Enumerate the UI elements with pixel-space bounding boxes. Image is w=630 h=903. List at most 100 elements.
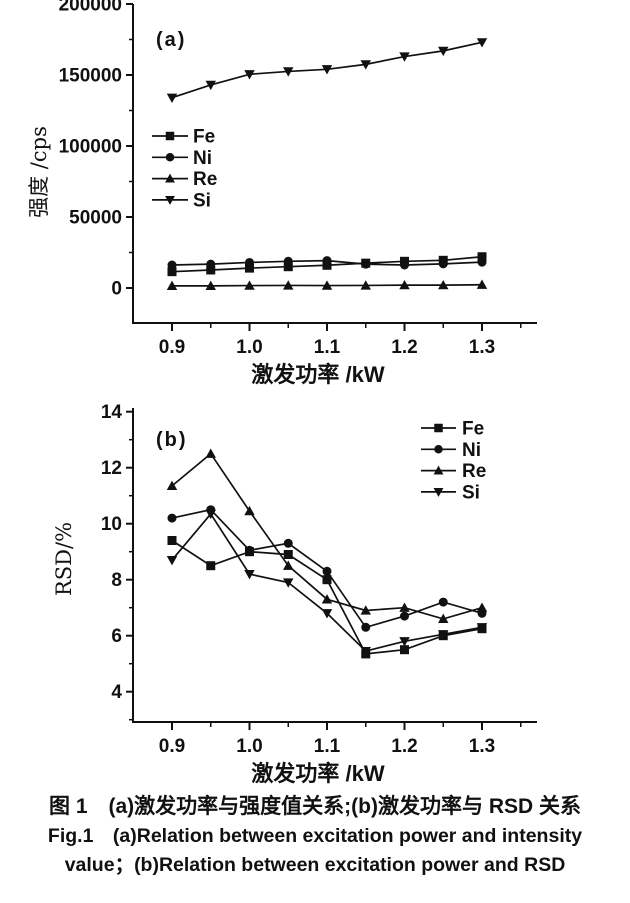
series-Re-marker-a [205, 280, 216, 291]
series-Re-marker-b [244, 505, 255, 516]
series-Si-marker-a [205, 80, 216, 91]
series-Ni-marker-a [167, 260, 177, 270]
ytick-label-a-50000: 50000 [69, 208, 122, 229]
legend-marker-b-Ni [434, 445, 443, 454]
legend-label-a-Fe: Fe [193, 127, 215, 148]
series-Ni-marker-b [361, 622, 371, 632]
series-Re-marker-b [166, 480, 178, 491]
y-axis-label-a: 强度 /cps [27, 126, 51, 218]
series-Fe-marker-a [283, 262, 293, 272]
series-Si-marker-b [438, 630, 449, 640]
xtick-label-b-1.2: 1.2 [391, 736, 417, 757]
figure-caption: 图 1 (a)激发功率与强度值关系;(b)激发功率与 RSD 关系 Fig.1 … [0, 792, 630, 880]
series-Ni-marker-a [361, 259, 371, 269]
series-Si-marker-b [321, 609, 333, 619]
panel-label-a: (a) [156, 29, 186, 51]
series-Si-marker-a [321, 65, 333, 75]
legend-marker-a-Fe [165, 131, 175, 141]
legend-label-a-Re: Re [193, 169, 217, 190]
ytick-label-b-6: 6 [111, 626, 122, 647]
series-Fe-marker-b [283, 550, 293, 559]
legend-marker-a-Ni [165, 153, 175, 162]
ytick-label-a-150000: 150000 [59, 66, 122, 87]
y-axis-label-b: RSD/% [52, 522, 76, 596]
ytick-label-b-4: 4 [111, 682, 122, 703]
xtick-label-b-1.3: 1.3 [469, 736, 495, 757]
ytick-label-a-200000: 200000 [59, 0, 122, 16]
xtick-label-b-0.9: 0.9 [159, 736, 185, 757]
series-Re-marker-a [438, 279, 449, 290]
series-Ni-marker-a [322, 256, 332, 266]
series-Fe-marker-a [206, 265, 216, 275]
x-axis-label-b: 激发功率 /kW [251, 761, 384, 786]
legend-marker-a-Re [165, 173, 175, 183]
figure-canvas: 0.9 1.0 1.1 1.2 1.3 0 50000 100000 150000 200000 (… [27, 0, 537, 786]
legend-label-b-Ni: Ni [462, 440, 481, 461]
series-Fe-marker-b [400, 645, 409, 655]
series-Si-marker-b [476, 623, 488, 633]
series-Ni-marker-b [400, 611, 409, 621]
series-Ni-marker-a [245, 257, 254, 267]
legend-label-b-Re: Re [462, 461, 486, 482]
series-Re-marker-a [476, 279, 488, 289]
caption-line-en-2: value；(b)Relation between excitation pow… [64, 854, 566, 876]
series-Ni-marker-a [283, 256, 293, 266]
series-Si-marker-a [476, 38, 488, 48]
panel-label-b: (b) [156, 429, 188, 451]
legend-label-a-Si: Si [193, 190, 211, 211]
xtick-label-a-1.0: 1.0 [236, 337, 262, 358]
series-Fe-marker-b [167, 536, 177, 545]
series-Si-marker-b [205, 509, 216, 520]
series-Re-marker-b [399, 602, 410, 612]
caption-line-en-1: Fig.1 (a)Relation between excitation pow… [47, 825, 583, 847]
series-Ni-marker-a [206, 259, 216, 269]
series-Re-marker-a [283, 280, 294, 290]
series-Ni-marker-b [322, 566, 332, 576]
axes-b [132, 408, 537, 723]
legend-marker-b-Re [433, 465, 444, 475]
series-Re-marker-b [438, 613, 449, 624]
caption-line-zh: 图 1 (a)激发功率与强度值关系;(b)激发功率与 RSD 关系 [49, 795, 581, 818]
series-Si-marker-a [244, 70, 255, 80]
xtick-label-b-1.0: 1.0 [236, 736, 262, 757]
series-Ni-marker-a [438, 259, 448, 269]
ytick-label-a-100000: 100000 [59, 137, 122, 158]
series-Fe-marker-a [322, 260, 332, 270]
series-Si-marker-b [166, 555, 178, 566]
xtick-label-a-0.9: 0.9 [159, 337, 185, 358]
series-Re-marker-a [399, 279, 410, 290]
series-Ni-marker-a [477, 257, 487, 267]
series-Re-marker-a [166, 280, 178, 291]
series-Re-marker-b [476, 602, 488, 612]
series-Si-marker-a [360, 60, 371, 70]
series-Ni-marker-b [245, 545, 254, 555]
series-Si-marker-a [438, 46, 449, 57]
series-Ni-marker-a [400, 260, 409, 270]
series-Fe-marker-a [477, 252, 487, 262]
series-Re-marker-a [244, 280, 255, 290]
ytick-label-a-0: 0 [111, 279, 122, 300]
xtick-label-b-1.1: 1.1 [314, 736, 341, 757]
series-Si-marker-a [399, 52, 410, 62]
series-Re-marker-b [360, 605, 371, 615]
series-Re-marker-a [360, 280, 371, 290]
ytick-label-b-12: 12 [101, 458, 122, 479]
ytick-label-b-8: 8 [111, 570, 122, 591]
series-Ni-marker-b [167, 513, 177, 523]
series-Si-marker-a [166, 93, 178, 103]
legend-label-a-Ni: Ni [193, 148, 212, 169]
legend-marker-b-Fe [434, 423, 443, 433]
series-Re-marker-b [205, 448, 216, 458]
series-Si-marker-a [283, 67, 294, 77]
series-Fe-marker-a [167, 267, 177, 277]
xtick-label-a-1.1: 1.1 [314, 337, 341, 358]
series-Ni-marker-b [438, 597, 448, 607]
xtick-label-a-1.2: 1.2 [391, 337, 417, 358]
ytick-label-b-14: 14 [101, 402, 123, 423]
series-Fe-marker-b [206, 561, 216, 571]
series-Fe-marker-b [322, 575, 332, 585]
series-Re-marker-a [321, 280, 333, 290]
series-Si-marker-b [399, 637, 410, 647]
xtick-label-a-1.3: 1.3 [469, 337, 495, 358]
series-Si-marker-b [360, 646, 371, 657]
